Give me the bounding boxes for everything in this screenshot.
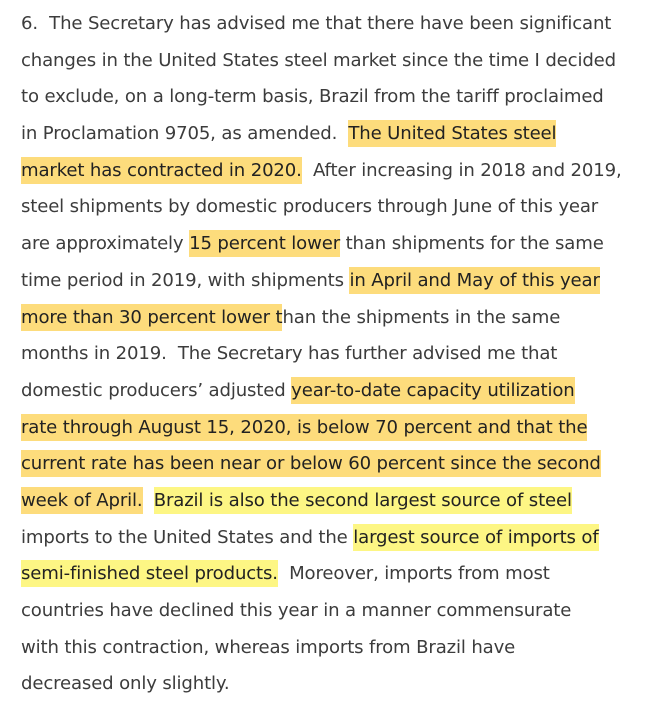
text-segment: decreased only slightly. <box>21 673 230 695</box>
text-segment: than shipments for the same <box>340 233 604 255</box>
text-line: decreased only slightly. <box>21 666 633 703</box>
text-line: more than 30 percent lower than the ship… <box>21 300 633 337</box>
text-line: market has contracted in 2020. After inc… <box>21 153 633 190</box>
text-segment: with this contraction, whereas imports f… <box>21 636 516 658</box>
highlight-orange: 15 percent lower <box>189 230 340 258</box>
text-line: imports to the United States and the lar… <box>21 520 633 557</box>
highlight-yellow: largest source of imports of <box>353 523 599 551</box>
highlight-orange: The United States steel <box>348 120 557 148</box>
document-paragraph: 6. The Secretary has advised me that the… <box>21 6 633 703</box>
text-segment <box>143 490 154 511</box>
text-segment: countries have declined this year in a m… <box>21 600 572 621</box>
text-segment: After increasing in 2018 and 2019, <box>301 159 622 181</box>
text-segment: are approximately <box>21 233 190 255</box>
highlight-orange: rate through August 15, 2020, is below 7… <box>21 413 588 441</box>
highlight-yellow: semi-finished steel products. <box>21 560 278 588</box>
text-segment: months in 2019. The Secretary has furthe… <box>21 343 558 365</box>
highlight-orange: market has contracted in 2020. <box>21 156 302 184</box>
text-line: are approximately 15 percent lower than … <box>21 226 633 263</box>
highlight-yellow: Brazil is also the second largest source… <box>153 486 572 514</box>
text-segment: steel shipments by domestic producers th… <box>21 196 599 218</box>
text-line: current rate has been near or below 60 p… <box>21 446 633 483</box>
text-segment: imports to the United States and the <box>21 526 354 548</box>
text-line: changes in the United States steel marke… <box>21 43 633 80</box>
highlight-orange: week of April. <box>21 486 143 514</box>
text-line: to exclude, on a long-term basis, Brazil… <box>21 79 633 116</box>
highlight-orange: in April and May of this year <box>349 266 600 294</box>
text-segment: Moreover, imports from most <box>277 563 550 585</box>
highlight-orange: current rate has been near or below 60 p… <box>21 450 601 478</box>
text-line: countries have declined this year in a m… <box>21 593 633 630</box>
text-line: semi-finished steel products. Moreover, … <box>21 556 633 593</box>
text-line: week of April. Brazil is also the second… <box>21 483 633 520</box>
text-line: steel shipments by domestic producers th… <box>21 189 633 226</box>
text-segment: han the shipments in the same <box>282 306 561 328</box>
text-segment: in Proclamation 9705, as amended. <box>21 123 349 145</box>
text-line: 6. The Secretary has advised me that the… <box>21 6 633 43</box>
text-line: time period in 2019, with shipments in A… <box>21 263 633 300</box>
text-segment: domestic producers’ adjusted <box>21 379 292 401</box>
text-segment: to exclude, on a long-term basis, Brazil… <box>21 86 604 108</box>
text-segment: 6. The Secretary has advised me that the… <box>21 13 612 34</box>
text-line: rate through August 15, 2020, is below 7… <box>21 410 633 447</box>
highlight-orange: year-to-date capacity utilization <box>291 376 575 404</box>
text-line: in Proclamation 9705, as amended. The Un… <box>21 116 633 153</box>
text-line: with this contraction, whereas imports f… <box>21 630 633 667</box>
text-line: domestic producers’ adjusted year-to-dat… <box>21 373 633 410</box>
text-line: months in 2019. The Secretary has furthe… <box>21 336 633 373</box>
text-segment: changes in the United States steel marke… <box>21 49 616 71</box>
text-segment: time period in 2019, with shipments <box>21 269 350 291</box>
highlight-orange: more than 30 percent lower t <box>21 303 283 331</box>
